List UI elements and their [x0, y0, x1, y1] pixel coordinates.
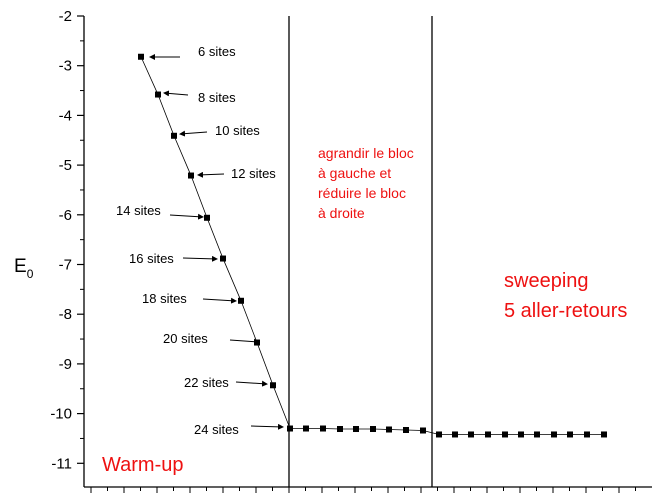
- grow-point: [303, 425, 309, 432]
- sweep-point: [534, 431, 540, 438]
- site-arrow: [235, 380, 268, 387]
- grow-point: [403, 427, 409, 434]
- sweep-point: [502, 431, 508, 438]
- grow-point: [386, 426, 392, 433]
- y-tick-label: -10: [50, 406, 72, 423]
- site-label: 8 sites: [198, 90, 236, 105]
- sweep-point: [452, 431, 458, 438]
- y-tick-label: -11: [51, 455, 72, 472]
- site-label: 24 sites: [194, 422, 239, 437]
- site-label: 16 sites: [129, 251, 174, 266]
- sweep-point: [601, 431, 607, 438]
- y-tick-label: -8: [59, 306, 72, 323]
- sweep-annotation-line: sweeping: [504, 270, 589, 292]
- y-tick-label: -7: [59, 257, 72, 274]
- sweep-point: [551, 431, 557, 438]
- warmup-point: [155, 91, 161, 98]
- sweep-point: [436, 431, 442, 438]
- site-arrow: [202, 297, 237, 304]
- annotations: Warm-up agrandir le bloc à gauche et réduir…: [102, 145, 627, 476]
- region-dividers: [288, 16, 433, 487]
- y-tick-label: -5: [59, 157, 72, 174]
- warmup-point: [220, 255, 226, 262]
- warmup-point: [270, 382, 276, 389]
- grow-point: [320, 425, 326, 432]
- warmup-point: [138, 53, 144, 60]
- grow-annotation-line: agrandir le bloc: [318, 145, 414, 161]
- grow-point: [370, 426, 376, 433]
- warmup-point: [188, 172, 194, 179]
- axes: E0: [14, 16, 652, 488]
- y-axis-label: E0: [14, 256, 34, 281]
- y-tick-label: -9: [59, 356, 72, 373]
- site-label: 14 sites: [116, 203, 161, 218]
- site-labels: 6 sites 8 sites 10 sites 12 sites 14 sites 16…: [116, 44, 284, 437]
- grow-point: [420, 427, 426, 434]
- site-label: 20 sites: [163, 331, 208, 346]
- y-tick-label: -3: [59, 58, 72, 75]
- grow-annotation-line: réduire le bloc: [318, 185, 406, 201]
- y-tick-label: -2: [59, 8, 72, 25]
- warmup-point: [287, 425, 293, 432]
- y-ticks: -2 -3 -4 -5 -6 -7 -8 -9 -10 -11: [50, 8, 84, 472]
- site-arrow: [179, 130, 208, 137]
- sweep-annotation-line: 5 aller-retours: [504, 300, 627, 322]
- grow-point: [337, 426, 343, 433]
- site-arrow: [169, 213, 204, 220]
- site-arrow: [182, 255, 218, 262]
- sweep-point: [584, 431, 590, 438]
- site-arrow: [250, 423, 284, 430]
- site-label: 6 sites: [198, 44, 236, 59]
- warmup-point: [171, 132, 177, 139]
- sweep-point: [485, 431, 491, 438]
- warmup-point: [238, 297, 244, 304]
- grow-annotation-line: à droite: [318, 205, 365, 221]
- sweep-point: [567, 431, 573, 438]
- y-tick-label: -6: [59, 207, 72, 224]
- site-arrow: [197, 171, 225, 178]
- sweep-point: [518, 431, 524, 438]
- warmup-point: [254, 339, 260, 346]
- site-label: 10 sites: [215, 123, 260, 138]
- grow-annotation-line: à gauche et: [318, 165, 391, 181]
- y-tick-label: -4: [59, 107, 72, 124]
- site-label: 18 sites: [142, 291, 187, 306]
- warmup-point: [204, 214, 210, 221]
- site-label: 12 sites: [231, 166, 276, 181]
- sweep-point: [468, 431, 474, 438]
- site-label: 22 sites: [184, 375, 229, 390]
- warmup-annotation: Warm-up: [102, 454, 183, 476]
- grow-point: [353, 426, 359, 433]
- site-arrow: [229, 338, 260, 345]
- site-arrow: [163, 90, 189, 97]
- x-ticks: [90, 487, 636, 493]
